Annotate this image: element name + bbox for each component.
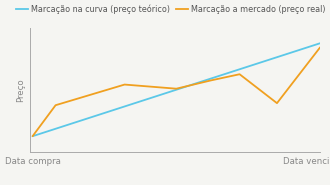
Y-axis label: Preço: Preço — [16, 78, 25, 102]
Legend: Marcação na curva (preço teórico), Marcação a mercado (preço real): Marcação na curva (preço teórico), Marca… — [16, 4, 325, 14]
